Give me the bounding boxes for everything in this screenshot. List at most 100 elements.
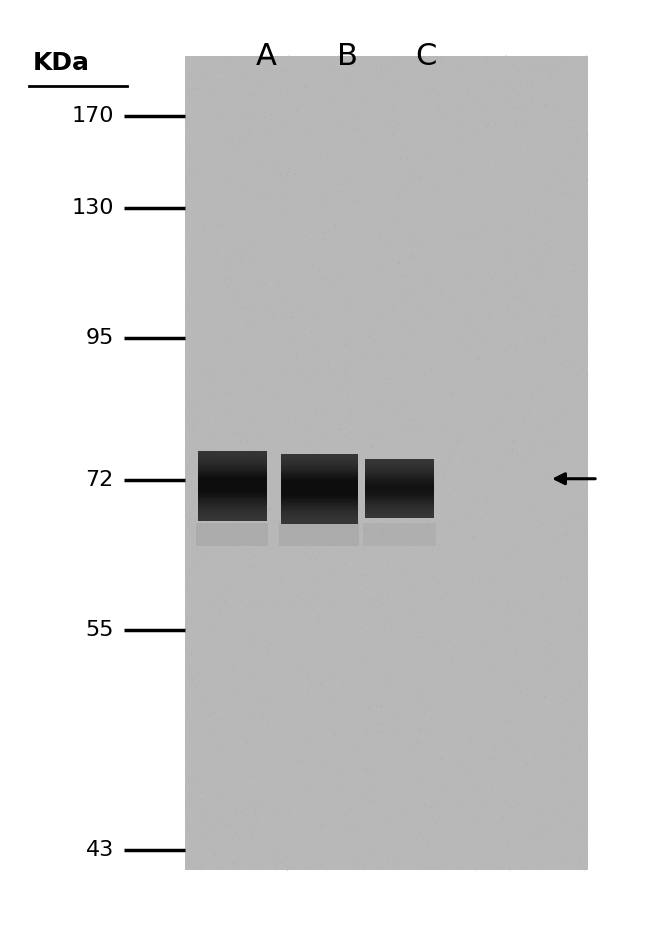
Point (510, 729, 520, 744)
Point (365, 501, 376, 516)
Point (462, 700, 472, 715)
Point (378, 770, 388, 784)
Point (541, 246, 551, 261)
Point (353, 349, 363, 364)
Point (189, 319, 200, 333)
Point (305, 451, 315, 466)
Point (317, 360, 328, 375)
Point (529, 832, 539, 846)
Point (274, 396, 284, 411)
Point (265, 424, 276, 439)
Point (497, 715, 508, 730)
Point (563, 798, 573, 813)
Point (233, 397, 243, 412)
Point (369, 414, 380, 429)
Point (376, 394, 387, 409)
Point (262, 255, 272, 269)
Point (519, 821, 529, 836)
Point (525, 217, 535, 232)
Point (549, 465, 560, 480)
Point (313, 594, 323, 609)
Point (499, 341, 509, 356)
Point (419, 518, 430, 532)
Point (343, 674, 353, 689)
Point (395, 169, 405, 184)
Point (574, 482, 584, 496)
Point (558, 775, 569, 790)
Point (417, 427, 428, 442)
Point (461, 169, 471, 183)
Point (266, 853, 277, 868)
Point (255, 658, 265, 673)
Point (260, 534, 270, 549)
Point (219, 375, 229, 390)
Point (241, 291, 252, 306)
Point (273, 431, 283, 445)
Point (540, 97, 551, 112)
Point (447, 85, 458, 100)
Point (317, 269, 327, 284)
Point (318, 645, 328, 660)
Point (504, 597, 514, 612)
Point (481, 56, 491, 70)
Point (528, 379, 538, 394)
Point (286, 329, 296, 344)
Point (421, 669, 431, 683)
Point (562, 206, 573, 220)
Point (539, 366, 549, 381)
Point (461, 314, 471, 329)
Point (207, 237, 218, 252)
Point (435, 641, 445, 656)
Point (293, 234, 304, 249)
Point (207, 442, 217, 457)
Point (372, 782, 382, 797)
Point (506, 338, 517, 353)
Point (222, 254, 233, 269)
Point (394, 256, 404, 270)
Point (415, 300, 426, 315)
Point (469, 94, 479, 109)
Point (319, 394, 330, 408)
Point (343, 363, 354, 378)
Point (316, 838, 326, 853)
Point (209, 122, 219, 137)
Point (372, 151, 382, 166)
Point (515, 393, 526, 407)
Point (370, 707, 380, 721)
Point (273, 803, 283, 818)
Point (300, 288, 311, 303)
Point (433, 101, 443, 116)
Point (263, 371, 274, 386)
Point (379, 331, 389, 345)
Point (485, 137, 495, 152)
Point (561, 553, 571, 568)
Point (499, 446, 509, 461)
Point (311, 408, 322, 423)
Point (198, 407, 209, 422)
Point (506, 243, 516, 257)
Point (383, 497, 393, 512)
Point (500, 275, 511, 290)
Point (454, 56, 465, 71)
Point (245, 245, 255, 260)
Point (539, 824, 549, 839)
Point (186, 466, 196, 481)
Point (540, 594, 550, 608)
Point (369, 423, 380, 438)
Point (349, 365, 359, 380)
Point (398, 518, 409, 532)
Point (345, 521, 356, 536)
Point (440, 423, 450, 438)
Point (373, 301, 384, 316)
Point (332, 296, 342, 311)
Point (467, 353, 478, 368)
Point (417, 551, 428, 566)
Point (354, 419, 365, 433)
Point (530, 405, 540, 419)
Point (216, 265, 226, 280)
Point (380, 99, 390, 114)
Point (479, 219, 489, 234)
Point (467, 489, 477, 504)
Point (389, 139, 400, 154)
Point (285, 768, 296, 782)
